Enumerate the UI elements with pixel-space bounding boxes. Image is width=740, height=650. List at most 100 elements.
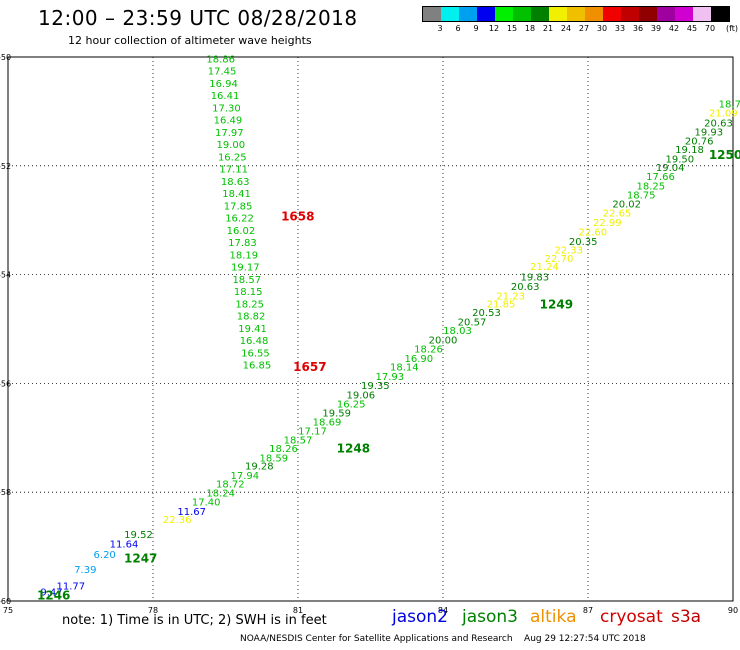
wave-height-point: 17.97 — [215, 128, 244, 139]
color-swatch — [711, 7, 729, 21]
chart-subtitle: 12 hour collection of altimeter wave hei… — [68, 34, 312, 47]
wave-height-point: 19.06 — [347, 390, 376, 401]
wave-height-point: 18.86 — [206, 55, 235, 66]
wave-height-point: 20.02 — [612, 199, 641, 210]
wave-height-point: 19.04 — [656, 163, 685, 174]
wave-height-point: 19.35 — [361, 381, 390, 392]
wave-height-point: 16.90 — [405, 354, 434, 365]
wave-height-point: 11.67 — [177, 507, 206, 518]
wave-height-point: 17.93 — [376, 372, 405, 383]
pass-time-label: 1246 — [37, 589, 70, 603]
wave-height-point: 18.59 — [260, 453, 289, 464]
wave-height-point: 18.57 — [284, 436, 313, 447]
wave-height-point: 18.19 — [230, 251, 259, 262]
wave-height-point: 20.53 — [472, 308, 501, 319]
wave-height-point: 19.28 — [245, 462, 274, 473]
wave-height-point: 6.20 — [94, 550, 116, 561]
color-scale-label: 12 — [488, 24, 500, 33]
color-scale-label: 18 — [524, 24, 536, 33]
color-swatch — [567, 7, 585, 21]
color-scale-label: 24 — [560, 24, 572, 33]
wave-height-point: 16.25 — [218, 153, 247, 164]
wave-height-point: 18.26 — [414, 345, 443, 356]
wave-height-point: 18.15 — [234, 287, 263, 298]
satellite-legend-cryosat: cryosat — [600, 607, 663, 627]
color-scale-label: 45 — [686, 24, 698, 33]
wave-height-point: 22.33 — [554, 246, 583, 257]
wave-height-point: 16.25 — [337, 400, 366, 411]
wave-height-point: 16.48 — [240, 336, 269, 347]
x-tick-label: 87 — [583, 606, 593, 615]
color-swatch — [657, 7, 675, 21]
wave-height-point: 19.83 — [521, 272, 550, 283]
wave-height-point: 18.57 — [232, 275, 261, 286]
satellite-legend-jason3: jason3 — [462, 607, 518, 627]
wave-height-point: 17.17 — [298, 426, 327, 437]
wave-height-point: 17.40 — [192, 498, 221, 509]
pass-time-label: 1249 — [540, 298, 573, 312]
color-scale-label: 33 — [614, 24, 626, 33]
wave-height-point: 11.64 — [110, 539, 139, 550]
satellite-legend-altika: altika — [530, 607, 577, 627]
wave-height-point: 22.60 — [579, 228, 608, 239]
wave-height-point: 18.72 — [216, 480, 245, 491]
color-scale-bar — [422, 6, 730, 22]
footer-credit: NOAA/NESDIS Center for Satellite Applica… — [240, 634, 646, 644]
wave-height-point: 20.63 — [704, 118, 733, 129]
x-tick-label: 90 — [728, 606, 738, 615]
wave-height-point: 17.45 — [208, 67, 237, 78]
wave-height-point: 21.09 — [709, 109, 738, 120]
color-swatch — [513, 7, 531, 21]
wave-height-point: 22.70 — [545, 254, 574, 265]
satellite-legend-jason2: jason2 — [392, 607, 448, 627]
color-swatch — [441, 7, 459, 21]
color-swatch — [675, 7, 693, 21]
wave-height-point: 16.49 — [214, 116, 243, 127]
pass-time-label: 1657 — [293, 360, 326, 374]
wave-height-point: 21.85 — [487, 300, 516, 311]
color-swatch — [603, 7, 621, 21]
wave-height-point: 19.52 — [124, 530, 153, 541]
wave-height-point: 18.24 — [206, 488, 235, 499]
wave-height-point: 20.57 — [458, 317, 487, 328]
x-tick-label: 81 — [293, 606, 303, 615]
y-tick-label: -52 — [0, 162, 11, 171]
y-tick-label: -54 — [0, 271, 11, 280]
y-tick-label: -58 — [0, 488, 11, 497]
pass-time-label: 1250 — [709, 148, 740, 162]
color-swatch — [459, 7, 477, 21]
color-swatch — [585, 7, 603, 21]
chart-title: 12:00 – 23:59 UTC 08/28/2018 — [38, 6, 358, 30]
wave-height-point: 17.11 — [219, 165, 248, 176]
wave-height-point: 17.83 — [228, 238, 257, 249]
color-swatch — [549, 7, 567, 21]
wave-height-point: 18.82 — [237, 311, 266, 322]
footnote: note: 1) Time is in UTC; 2) SWH is in fe… — [62, 613, 327, 628]
timestamp: Aug 29 12:27:54 UTC 2018 — [524, 634, 646, 644]
wave-height-point: 20.35 — [569, 237, 598, 248]
color-scale-label: 9 — [473, 24, 479, 33]
wave-height-point: 11.77 — [57, 581, 86, 592]
y-tick-label: -60 — [0, 597, 11, 606]
wave-height-point: 16.55 — [241, 348, 270, 359]
wave-height-point: 19.00 — [216, 140, 245, 151]
x-tick-label: 84 — [438, 606, 448, 615]
satellite-legend-s3a: s3a — [671, 607, 702, 627]
color-swatch — [423, 7, 441, 21]
wave-height-point: 22.36 — [163, 515, 192, 526]
color-swatch — [639, 7, 657, 21]
color-scale-label: 6 — [455, 24, 461, 33]
x-tick-label: 75 — [3, 606, 13, 615]
wave-height-point: 22.65 — [603, 209, 632, 220]
color-scale-label: 39 — [650, 24, 662, 33]
wave-height-point: 17.85 — [224, 202, 253, 213]
wave-height-point: 19.17 — [231, 263, 260, 274]
wave-height-point: 18.41 — [222, 189, 251, 200]
credit-text: NOAA/NESDIS Center for Satellite Applica… — [240, 634, 513, 644]
color-scale-label: 36 — [632, 24, 644, 33]
color-scale-label: 27 — [578, 24, 590, 33]
wave-height-point: 17.66 — [646, 172, 675, 183]
x-tick-label: 78 — [148, 606, 158, 615]
wave-height-point: 17.30 — [212, 104, 241, 115]
